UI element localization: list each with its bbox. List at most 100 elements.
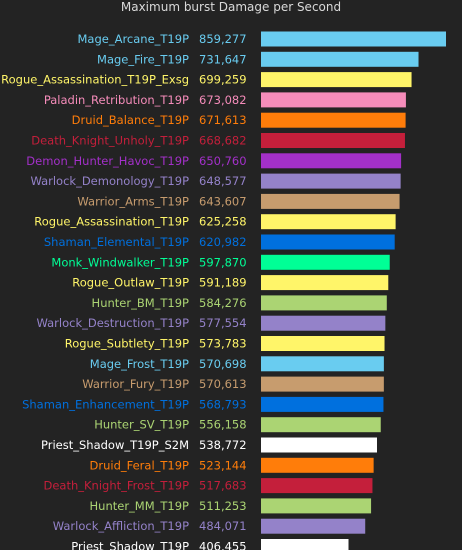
value-label: 556,158	[199, 418, 247, 432]
value-label: 484,071	[199, 519, 247, 533]
bar	[261, 133, 405, 148]
value-label: 568,793	[199, 397, 247, 411]
value-label: 570,698	[199, 357, 247, 371]
value-label: 570,613	[199, 377, 247, 391]
category-label: Hunter_SV_T19P	[94, 418, 189, 432]
value-label: 859,277	[199, 32, 247, 46]
bar-row: Monk_Windwalker_T19P 597,870	[51, 254, 390, 270]
bar	[261, 478, 373, 494]
category-label: Shaman_Enhancement_T19P	[22, 397, 189, 411]
bar	[261, 457, 374, 473]
value-label: 673,082	[199, 93, 247, 107]
bar	[261, 214, 396, 230]
category-label: Death_Knight_Unholy_T19P	[31, 134, 189, 148]
bar-row: Warlock_Destruction_T19P 577,554	[36, 315, 386, 331]
category-label: Hunter_MM_T19P	[90, 499, 190, 513]
category-label: Mage_Fire_T19P	[97, 52, 189, 66]
bar	[261, 356, 384, 372]
value-label: 406,455	[199, 540, 247, 550]
value-label: 731,647	[199, 52, 247, 66]
value-label: 643,607	[199, 194, 247, 208]
category-label: Demon_Hunter_Havoc_T19P	[26, 154, 189, 168]
bar	[261, 234, 395, 250]
category-label: Warrior_Arms_T19P	[77, 194, 189, 208]
category-label: Rogue_Assassination_T19P	[34, 215, 189, 229]
value-label: 620,982	[199, 235, 247, 249]
bar-row: Hunter_MM_T19P 511,253	[90, 498, 372, 514]
value-label: 650,760	[199, 154, 247, 168]
value-label: 648,577	[199, 174, 247, 188]
bar	[261, 417, 381, 433]
value-label: 523,144	[199, 458, 247, 472]
category-label: Mage_Frost_T19P	[90, 357, 189, 371]
bar	[261, 51, 419, 67]
bar	[261, 498, 372, 514]
category-label: Warlock_Demonology_T19P	[30, 174, 189, 188]
bar-row: Mage_Fire_T19P 731,647	[97, 51, 419, 67]
bar-row: Mage_Frost_T19P 570,698	[90, 356, 384, 372]
category-label: Paladin_Retribution_T19P	[44, 93, 189, 107]
bar-row: Rogue_Assassination_T19P_Exsg 699,259	[1, 72, 412, 88]
bar-row: Death_Knight_Frost_T19P 517,683	[43, 478, 373, 494]
bar	[261, 518, 366, 534]
value-label: 671,613	[199, 113, 247, 127]
bar	[261, 72, 412, 88]
category-label: Rogue_Assassination_T19P_Exsg	[1, 73, 189, 87]
bar	[261, 193, 400, 209]
bar-row: Warlock_Demonology_T19P 648,577	[30, 173, 401, 189]
category-label: Warlock_Affliction_T19P	[53, 519, 189, 533]
category-label: Death_Knight_Frost_T19P	[43, 479, 189, 493]
bar	[261, 295, 387, 311]
chart-title: Maximum burst Damage per Second	[120, 0, 342, 14]
bar-row: Druid_Balance_T19P 671,613	[72, 112, 406, 128]
value-label: 668,682	[199, 134, 247, 148]
bar	[261, 437, 377, 453]
bar-row: Priest_Shadow_T19P_S2M 538,772	[41, 437, 377, 453]
bar	[261, 315, 386, 331]
value-label: 517,683	[199, 479, 247, 493]
category-label: Warrior_Fury_T19P	[82, 377, 189, 391]
bar	[261, 31, 446, 47]
bar	[261, 336, 385, 351]
bar	[261, 254, 390, 270]
category-label: Hunter_BM_T19P	[92, 296, 190, 310]
bar-row: Shaman_Elemental_T19P 620,982	[44, 234, 395, 250]
bar	[261, 275, 389, 291]
value-label: 511,253	[199, 499, 247, 513]
value-label: 538,772	[199, 438, 247, 452]
value-label: 597,870	[199, 255, 247, 269]
bar-row: Warlock_Affliction_T19P 484,071	[53, 518, 366, 534]
bar-row: Warrior_Arms_T19P 643,607	[77, 193, 400, 209]
bar-row: Druid_Feral_T19P 523,144	[90, 457, 374, 473]
category-label: Priest_Shadow_T19P_S2M	[41, 438, 189, 452]
bar-row: Demon_Hunter_Havoc_T19P 650,760	[26, 153, 402, 169]
category-label: Rogue_Outlaw_T19P	[72, 276, 189, 290]
value-label: 591,189	[199, 276, 247, 290]
value-label: 699,259	[199, 73, 247, 87]
value-label: 573,783	[199, 337, 247, 351]
value-label: 625,258	[199, 215, 247, 229]
bar-row: Rogue_Outlaw_T19P 591,189	[72, 275, 389, 291]
category-label: Priest_Shadow_T19P	[71, 540, 189, 550]
value-label: 584,276	[199, 296, 247, 310]
value-label: 577,554	[199, 316, 247, 330]
bar	[261, 92, 406, 108]
bar-row: Rogue_Assassination_T19P 625,258	[34, 214, 396, 230]
bar-row: Priest_Shadow_T19P 406,455	[71, 539, 349, 550]
bar-row: Hunter_SV_T19P 556,158	[94, 417, 381, 433]
bar	[261, 376, 384, 392]
category-label: Druid_Feral_T19P	[90, 458, 190, 472]
bar-row: Hunter_BM_T19P 584,276	[92, 295, 387, 311]
bar	[261, 112, 406, 128]
bar-row: Shaman_Enhancement_T19P 568,793	[22, 396, 384, 412]
bar	[261, 539, 349, 550]
bar-row: Warrior_Fury_T19P 570,613	[82, 376, 384, 392]
category-label: Mage_Arcane_T19P	[77, 32, 189, 46]
category-label: Rogue_Subtlety_T19P	[65, 337, 189, 351]
category-label: Warlock_Destruction_T19P	[36, 316, 189, 330]
bar-row: Paladin_Retribution_T19P 673,082	[44, 92, 406, 108]
bar	[261, 396, 384, 412]
bar-row: Mage_Arcane_T19P 859,277	[77, 31, 446, 47]
